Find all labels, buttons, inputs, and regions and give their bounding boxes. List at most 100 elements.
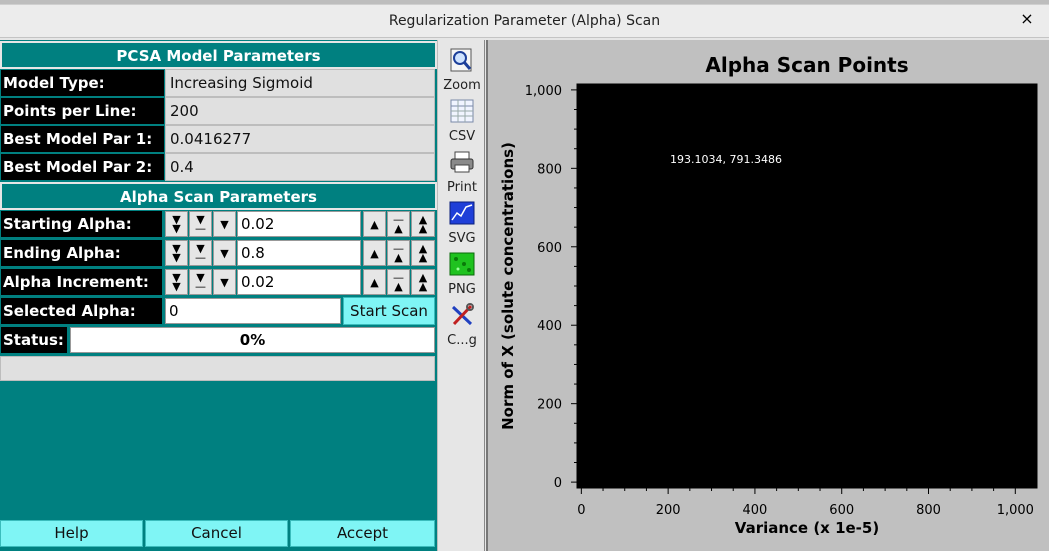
- small-up-arrow-icon: ▲: [370, 275, 379, 289]
- best-model-par1-value: 0.0416277: [165, 125, 435, 153]
- plot-toolbar: Zoom CSV Print SVG PNG: [437, 40, 485, 551]
- ending-alpha-label: Ending Alpha:: [0, 239, 163, 267]
- starting-alpha-label: Starting Alpha:: [0, 210, 163, 238]
- chart-title: Alpha Scan Points: [705, 53, 908, 77]
- parameters-panel: PCSA Model Parameters Model Type: Increa…: [0, 40, 437, 551]
- alpha-increment-dec-button[interactable]: ▼: [213, 269, 236, 295]
- window-title: Regularization Parameter (Alpha) Scan: [388, 13, 661, 29]
- starting-alpha-inc-fast-button[interactable]: ▲ ▲: [411, 211, 435, 237]
- x-tick-label: 0: [577, 503, 585, 518]
- x-tick-label: 800: [916, 503, 941, 518]
- svg-export-button[interactable]: SVG: [438, 201, 486, 246]
- y-tick-label: 400: [537, 319, 562, 334]
- alpha-increment-dec-fast-button[interactable]: ▼ ▼: [165, 269, 188, 295]
- accept-button[interactable]: Accept: [290, 520, 435, 547]
- background-window-strip: [0, 0, 1049, 6]
- down-arrow-icon: ▼ —: [195, 242, 206, 264]
- start-scan-button[interactable]: Start Scan: [343, 297, 435, 325]
- alpha-scan-chart[interactable]: Alpha Scan Points 0 200 400 600 800 1,000 0 200…: [488, 40, 1049, 551]
- down-arrow-icon: ▼ —: [195, 271, 206, 293]
- selected-alpha-input[interactable]: 0: [165, 298, 341, 324]
- help-button[interactable]: Help: [0, 520, 143, 547]
- plot-canvas[interactable]: [576, 83, 1038, 489]
- svg-icon: [449, 201, 475, 225]
- cursor-coordinates: 193.1034, 791.3486: [670, 153, 782, 166]
- small-down-arrow-icon: ▼: [220, 246, 229, 260]
- up-arrow-icon: — ▲: [393, 213, 404, 235]
- config-button[interactable]: C...g: [438, 303, 486, 348]
- y-tick-label: 1,000: [525, 84, 562, 99]
- best-model-par1-label: Best Model Par 1:: [0, 125, 165, 153]
- x-tick-label: 200: [656, 503, 681, 518]
- small-down-arrow-icon: ▼: [220, 217, 229, 231]
- double-up-arrow-icon: ▲ ▲: [418, 242, 428, 264]
- print-button[interactable]: Print: [438, 150, 486, 195]
- ending-alpha-inc-button[interactable]: ▲: [363, 240, 386, 266]
- up-arrow-icon: — ▲: [393, 271, 404, 293]
- ending-alpha-inc-med-button[interactable]: — ▲: [387, 240, 410, 266]
- double-down-arrow-icon: ▼ ▼: [172, 271, 181, 293]
- close-icon[interactable]: ×: [1020, 9, 1034, 28]
- print-label: Print: [447, 180, 477, 195]
- double-up-arrow-icon: ▲ ▲: [418, 271, 428, 293]
- alpha-increment-inc-fast-button[interactable]: ▲ ▲: [411, 269, 435, 295]
- y-tick-label: 800: [537, 162, 562, 177]
- double-up-arrow-icon: ▲ ▲: [418, 213, 428, 235]
- y-axis-label: Norm of X (solute concentrations): [499, 142, 517, 430]
- config-icon: [451, 303, 474, 326]
- zoom-button[interactable]: Zoom: [438, 48, 486, 93]
- model-type-value: Increasing Sigmoid: [165, 69, 435, 97]
- png-export-button[interactable]: PNG: [438, 252, 486, 297]
- ending-alpha-dec-button[interactable]: ▼: [213, 240, 236, 266]
- config-label: C...g: [447, 333, 477, 348]
- csv-button[interactable]: CSV: [438, 99, 486, 144]
- status-progress-bar: 0%: [70, 327, 435, 353]
- double-down-arrow-icon: ▼ ▼: [172, 213, 181, 235]
- png-label: PNG: [448, 282, 476, 297]
- x-tick-label: 600: [829, 503, 854, 518]
- starting-alpha-dec-button[interactable]: ▼: [213, 211, 236, 237]
- points-per-line-value: 200: [165, 97, 435, 125]
- plot-panel: Alpha Scan Points 0 200 400 600 800 1,000 0 200…: [486, 40, 1049, 551]
- window-titlebar: Regularization Parameter (Alpha) Scan: [0, 4, 1049, 38]
- double-down-arrow-icon: ▼ ▼: [172, 242, 181, 264]
- y-tick-label: 200: [537, 398, 562, 413]
- alpha-increment-input[interactable]: 0.02: [237, 269, 361, 295]
- y-tick-label: 600: [537, 241, 562, 256]
- zoom-label: Zoom: [443, 78, 481, 93]
- best-model-par2-label: Best Model Par 2:: [0, 153, 165, 181]
- starting-alpha-inc-med-button[interactable]: — ▲: [387, 211, 410, 237]
- starting-alpha-inc-button[interactable]: ▲: [363, 211, 386, 237]
- printer-icon: [450, 151, 474, 173]
- model-type-label: Model Type:: [0, 69, 165, 97]
- small-up-arrow-icon: ▲: [370, 246, 379, 260]
- down-arrow-icon: ▼ —: [195, 213, 206, 235]
- ending-alpha-inc-fast-button[interactable]: ▲ ▲: [411, 240, 435, 266]
- starting-alpha-dec-med-button[interactable]: ▼ —: [189, 211, 212, 237]
- x-tick-label: 1,000: [997, 503, 1034, 518]
- alpha-increment-inc-med-button[interactable]: — ▲: [387, 269, 410, 295]
- png-icon: [449, 252, 475, 276]
- ending-alpha-dec-fast-button[interactable]: ▼ ▼: [165, 240, 188, 266]
- best-model-par2-value: 0.4: [165, 153, 435, 181]
- progress-text: 0%: [239, 331, 266, 349]
- x-tick-label: 400: [743, 503, 768, 518]
- status-label: Status:: [0, 326, 68, 354]
- alpha-increment-dec-med-button[interactable]: ▼ —: [189, 269, 212, 295]
- points-per-line-label: Points per Line:: [0, 97, 165, 125]
- alpha-scan-header: Alpha Scan Parameters: [0, 182, 437, 210]
- pcsa-model-header: PCSA Model Parameters: [0, 41, 437, 69]
- up-arrow-icon: — ▲: [393, 242, 404, 264]
- starting-alpha-dec-fast-button[interactable]: ▼ ▼: [165, 211, 188, 237]
- ending-alpha-input[interactable]: 0.8: [237, 240, 361, 266]
- alpha-increment-inc-button[interactable]: ▲: [363, 269, 386, 295]
- csv-icon: [450, 99, 474, 123]
- cancel-button[interactable]: Cancel: [145, 520, 288, 547]
- starting-alpha-input[interactable]: 0.02: [237, 211, 361, 237]
- zoom-icon: [450, 48, 472, 72]
- x-axis-label: Variance (x 1e-5): [735, 519, 879, 537]
- small-down-arrow-icon: ▼: [220, 275, 229, 289]
- status-message-area: [0, 356, 435, 381]
- ending-alpha-dec-med-button[interactable]: ▼ —: [189, 240, 212, 266]
- alpha-increment-label: Alpha Increment:: [0, 268, 163, 296]
